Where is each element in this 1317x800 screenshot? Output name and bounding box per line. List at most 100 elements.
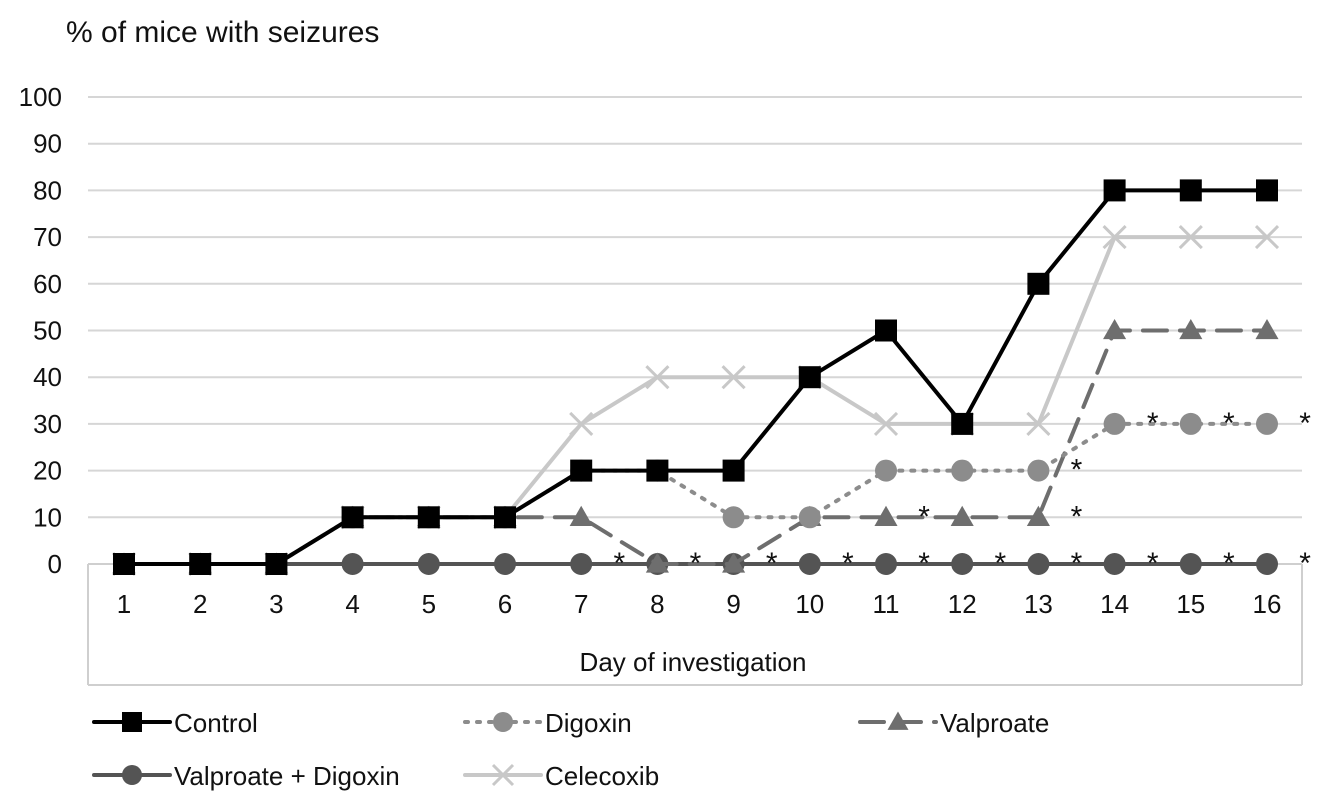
data-point — [1179, 412, 1202, 435]
gridlines — [88, 96, 1302, 519]
significance-asterisk: * — [766, 547, 778, 580]
series-line — [122, 328, 1269, 566]
x-tick-label: 10 — [795, 589, 824, 619]
series-line — [122, 235, 1269, 566]
data-point — [265, 553, 288, 575]
data-point — [1255, 318, 1279, 340]
significance-asterisk: * — [1223, 407, 1235, 440]
data-point — [341, 506, 364, 529]
data-point — [569, 505, 593, 526]
significance-asterisk: * — [1299, 547, 1311, 580]
legend-item: Celecoxib — [463, 761, 659, 791]
data-point — [569, 411, 594, 436]
data-point-stroke — [645, 365, 670, 390]
y-tick-label: 10 — [33, 502, 62, 532]
data-point — [722, 552, 746, 573]
data-point — [189, 553, 212, 575]
data-point — [873, 411, 899, 436]
data-point-stroke — [873, 411, 899, 436]
data-point-stroke — [1102, 225, 1127, 250]
data-point — [1103, 179, 1126, 202]
x-tick-label: 12 — [948, 589, 977, 619]
data-point — [417, 506, 440, 529]
x-tick-label: 8 — [650, 589, 664, 619]
y-tick-label: 20 — [33, 456, 62, 486]
data-point — [645, 365, 670, 390]
significance-asterisk: * — [1071, 454, 1083, 487]
legend-item: Control — [92, 708, 258, 738]
legend-label: Valproate + Digoxin — [174, 761, 400, 791]
significance-asterisk: * — [1147, 407, 1159, 440]
y-tick-label: 40 — [33, 362, 62, 392]
significance-annotations: * * * * * * * * * * * * * * * * — [613, 407, 1311, 580]
data-point-stroke — [1254, 225, 1280, 250]
y-tick-label: 0 — [48, 549, 62, 579]
data-point — [1026, 411, 1051, 436]
legend-label: Valproate — [940, 708, 1049, 738]
significance-asterisk: * — [690, 547, 702, 580]
significance-asterisk: * — [918, 500, 930, 533]
data-point-stroke — [569, 411, 594, 436]
data-point — [1103, 553, 1126, 575]
series-valproate — [112, 318, 1279, 573]
data-point — [874, 505, 898, 526]
legend-label: Control — [174, 708, 258, 738]
data-point — [493, 712, 513, 732]
legend: Control Digoxin Valproate Valproate + Digox… — [92, 708, 1049, 791]
x-tick-label: 14 — [1100, 589, 1129, 619]
data-point — [798, 506, 821, 529]
x-tick-label: 1 — [117, 589, 131, 619]
data-point — [570, 459, 593, 482]
data-point — [1254, 225, 1280, 250]
data-point — [1103, 318, 1127, 340]
y-tick-label: 100 — [19, 82, 62, 112]
data-point — [950, 505, 974, 526]
data-point-stroke — [491, 763, 515, 787]
y-tick-label: 50 — [33, 316, 62, 346]
data-point — [1027, 272, 1050, 295]
y-tick-label: 90 — [33, 129, 62, 159]
data-point — [721, 365, 746, 390]
x-tick-label: 13 — [1024, 589, 1053, 619]
data-point — [417, 553, 440, 575]
y-tick-label: 30 — [33, 409, 62, 439]
legend-item: Valproate + Digoxin — [92, 761, 400, 791]
legend-item: Digoxin — [463, 708, 632, 738]
data-point — [1027, 459, 1050, 482]
data-point — [494, 553, 516, 575]
data-point — [798, 366, 821, 389]
data-point — [494, 506, 516, 529]
y-tick-label: 60 — [33, 269, 62, 299]
data-point-stroke — [721, 365, 746, 390]
x-tick-labels: 1 2 3 4 5 6 7 8 9 10 11 12 13 14 15 16 — [117, 589, 1282, 619]
data-point — [951, 553, 974, 575]
data-point — [491, 763, 515, 787]
x-tick-label: 16 — [1253, 589, 1282, 619]
legend-item: Valproate — [858, 708, 1049, 738]
x-tick-label: 11 — [873, 589, 900, 619]
data-point — [875, 459, 897, 482]
data-point — [1256, 412, 1278, 435]
data-point — [1103, 412, 1126, 435]
y-tick-labels: 0 10 20 30 40 50 60 70 80 90 100 — [19, 82, 62, 579]
legend-label: Digoxin — [545, 708, 632, 738]
data-point — [875, 319, 897, 342]
x-tick-label: 3 — [269, 589, 283, 619]
x-tick-label: 2 — [193, 589, 207, 619]
x-tick-label: 7 — [574, 589, 588, 619]
data-point — [1179, 179, 1202, 202]
significance-asterisk: * — [1223, 547, 1235, 580]
significance-asterisk: * — [918, 547, 930, 580]
data-point-stroke — [1026, 411, 1051, 436]
data-point — [122, 712, 142, 732]
series-control — [113, 179, 1278, 575]
x-axis-label: Day of investigation — [580, 647, 807, 677]
data-point — [113, 553, 135, 575]
data-point — [1256, 179, 1278, 202]
data-point — [951, 459, 974, 482]
data-point-stroke — [1178, 225, 1203, 250]
data-point — [1256, 553, 1278, 575]
x-tick-label: 15 — [1176, 589, 1205, 619]
significance-asterisk: * — [1071, 547, 1083, 580]
